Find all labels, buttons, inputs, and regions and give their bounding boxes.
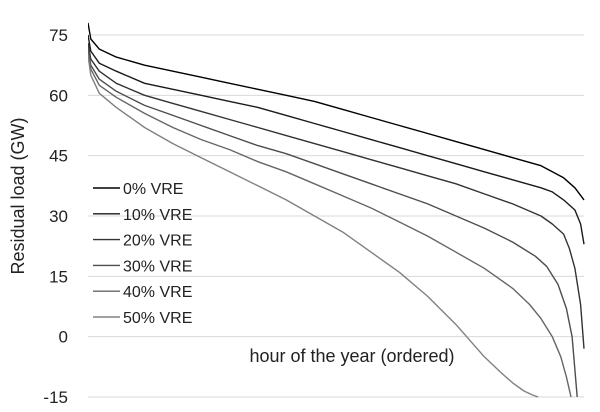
legend: 0% VRE 10% VRE 20% VRE 30% VRE 40% VRE 50% VR… [93,181,192,327]
legend-label: 20% VRE [123,233,192,250]
x-axis-title: hour of the year (ordered) [249,346,454,366]
series-line-10-vre [88,34,585,245]
y-axis-title: Residual load (GW) [8,117,28,274]
y-tick-labels: 75 60 45 30 15 0 -15 [43,26,68,407]
series-line-30-vre [88,46,578,398]
legend-label: 50% VRE [123,310,192,327]
series-line-20-vre [88,42,585,349]
series-line-0-vre [88,22,585,201]
y-tick-label: 15 [49,267,68,286]
series-line-50-vre [88,55,539,398]
y-tick-label: 30 [49,207,68,226]
y-tick-label: 0 [59,328,68,347]
legend-label: 30% VRE [123,258,192,275]
y-tick-label: -15 [43,388,68,407]
legend-label: 10% VRE [123,207,192,224]
series-lines [88,22,585,398]
y-tick-label: 60 [49,86,68,105]
legend-label: 0% VRE [123,181,183,198]
y-tick-label: 75 [49,26,68,45]
legend-label: 40% VRE [123,284,192,301]
gridlines [88,34,584,398]
series-line-40-vre [88,50,572,398]
y-tick-label: 45 [49,147,68,166]
